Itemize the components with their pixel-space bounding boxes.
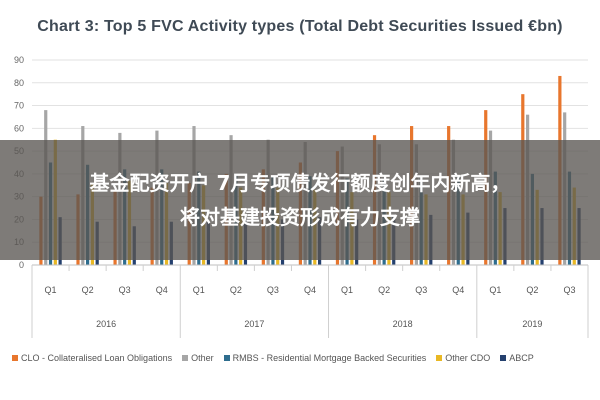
y-tick-label: 90: [14, 55, 24, 65]
legend: CLO - Collateralised Loan Obligations Oth…: [12, 353, 592, 363]
overlay-line-1: 基金配资开户 7月专项债发行额度创年内新高，: [89, 171, 511, 195]
legend-item: ABCP: [500, 353, 534, 363]
overlay-banner: [0, 140, 600, 260]
legend-swatch: [12, 355, 18, 361]
x-tick-label: Q4: [304, 285, 316, 295]
overlay-caption: 基金配资开户 7月专项债发行额度创年内新高， 将对基建投资形成有力支撑: [0, 166, 600, 234]
x-tick-label: Q3: [267, 285, 279, 295]
legend-swatch: [223, 355, 230, 361]
legend-swatch: [436, 355, 443, 361]
year-label: 2019: [522, 319, 542, 329]
legend-label: CLO - Collateralised Loan Obligations: [21, 353, 173, 363]
x-tick-label: Q1: [45, 285, 57, 295]
year-label: 2018: [393, 319, 413, 329]
legend-swatch: [500, 355, 507, 361]
x-tick-label: Q2: [82, 285, 94, 295]
chart-title: Chart 3: Top 5 FVC Activity types (Total…: [37, 18, 563, 35]
year-label: 2017: [244, 319, 264, 329]
legend-item: Other: [182, 353, 214, 363]
legend-label: Other: [191, 353, 214, 363]
legend-item: CLO - Collateralised Loan Obligations: [12, 353, 172, 363]
x-tick-label: Q4: [156, 285, 168, 295]
year-label: 2016: [96, 319, 116, 329]
x-tick-label: Q3: [415, 285, 427, 295]
y-tick-label: 80: [14, 78, 24, 88]
x-tick-label: Q1: [193, 285, 205, 295]
x-tick-label: Q3: [119, 285, 131, 295]
y-tick-label: 60: [14, 123, 24, 133]
x-tick-label: Q4: [452, 285, 464, 295]
x-tick-label: Q2: [526, 285, 538, 295]
y-tick-label: 0: [19, 260, 24, 270]
legend-label: RMBS - Residential Mortgage Backed Secur…: [232, 353, 427, 363]
legend-item: RMBS - Residential Mortgage Backed Secur…: [223, 353, 427, 363]
overlay-line-2: 将对基建投资形成有力支撑: [180, 205, 420, 229]
x-tick-label: Q3: [563, 285, 575, 295]
legend-swatch: [182, 355, 189, 361]
legend-label: ABCP: [509, 353, 534, 363]
x-tick-label: Q1: [341, 285, 353, 295]
x-tick-label: Q1: [489, 285, 501, 295]
legend-item: Other CDO: [436, 353, 490, 363]
x-tick-label: Q2: [378, 285, 390, 295]
legend-label: Other CDO: [445, 353, 491, 363]
y-tick-label: 70: [14, 101, 24, 111]
x-tick-label: Q2: [230, 285, 242, 295]
